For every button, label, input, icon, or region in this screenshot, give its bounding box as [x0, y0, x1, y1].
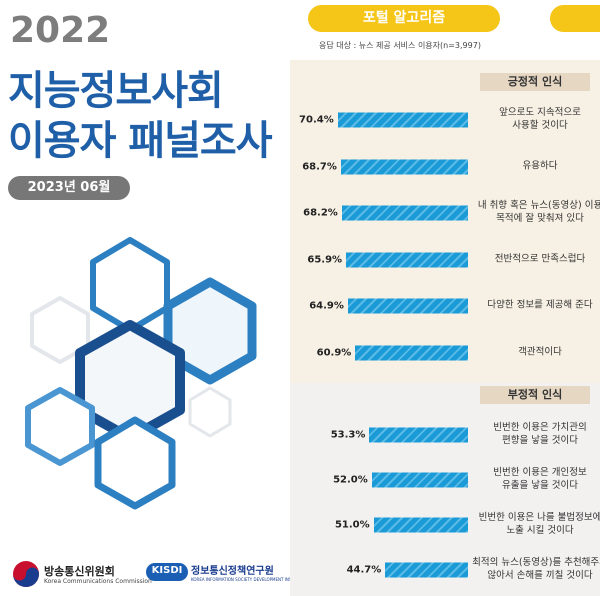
- section-header: 긍정적 인식: [480, 73, 590, 91]
- bar: [346, 252, 468, 267]
- chart-title: 포털 알고리즘: [308, 5, 500, 32]
- org-name-en: Korea Communications Commission: [44, 578, 152, 585]
- bar: [385, 562, 468, 578]
- cover-year: 2022: [10, 10, 111, 51]
- bar: [341, 205, 468, 221]
- value-label: 44.7%: [346, 564, 382, 576]
- value-label: 53.3%: [330, 429, 366, 441]
- value-label: 60.9%: [316, 347, 352, 358]
- bar: [369, 427, 468, 443]
- section-header: 부정적 인식: [480, 386, 590, 404]
- bar: [337, 112, 468, 128]
- category-label: 전반적으로 만족스럽다: [494, 253, 586, 265]
- value-label: 51.0%: [334, 519, 370, 531]
- category-label: 빈번한 이용은 나를 불법정보에 노출 시킬 것이다: [478, 512, 600, 536]
- category-label: 다양한 정보를 제공해 준다: [487, 299, 593, 311]
- org-name: 방송통신위원회: [44, 565, 115, 578]
- org-name: 정보통신정책연구원: [191, 566, 274, 577]
- decor-pill: [550, 5, 600, 32]
- cover-date: 2023년 06월: [8, 176, 130, 200]
- category-label: 객관적이다: [518, 346, 562, 358]
- cover-art: [13, 237, 257, 587]
- value-label: 68.7%: [302, 161, 337, 172]
- value-label: 52.0%: [333, 474, 368, 486]
- org-logo: KISDI: [151, 565, 183, 576]
- cover-title: 지능정보사회: [8, 68, 224, 114]
- bar: [340, 159, 468, 174]
- value-label: 70.4%: [299, 114, 334, 126]
- bar: [371, 472, 468, 488]
- bar: [347, 298, 468, 314]
- value-label: 68.2%: [303, 207, 338, 219]
- bar: [373, 517, 468, 533]
- category-label: 빈번한 이용은 개인정보 유출을 낳을 것이다: [493, 467, 587, 491]
- category-label: 앞으로도 지속적으로 사용할 것이다: [499, 107, 581, 131]
- value-label: 65.9%: [307, 254, 343, 265]
- bar: [355, 345, 468, 360]
- chart-subtitle: 응답 대상 : 뉴스 제공 서비스 이용자(n=3,997): [319, 41, 481, 50]
- value-label: 64.9%: [309, 300, 344, 312]
- org-name-en: KOREA INFORMATION SOCIETY DEVELOPMENT IN…: [191, 577, 306, 582]
- cover-title: 이용자 패널조사: [8, 118, 273, 164]
- category-label: 최적의 뉴스(동영상)를 추천해주지 않아서 손해를 끼칠 것이다: [472, 557, 600, 581]
- category-label: 빈번한 이용은 가치관의 편향을 낳을 것이다: [493, 422, 587, 446]
- panel-negative: [290, 383, 600, 596]
- category-label: 내 취향 혹은 뉴스(동영상) 이용 목적에 잘 맞춰져 있다: [477, 200, 600, 224]
- category-label: 유용하다: [522, 160, 558, 172]
